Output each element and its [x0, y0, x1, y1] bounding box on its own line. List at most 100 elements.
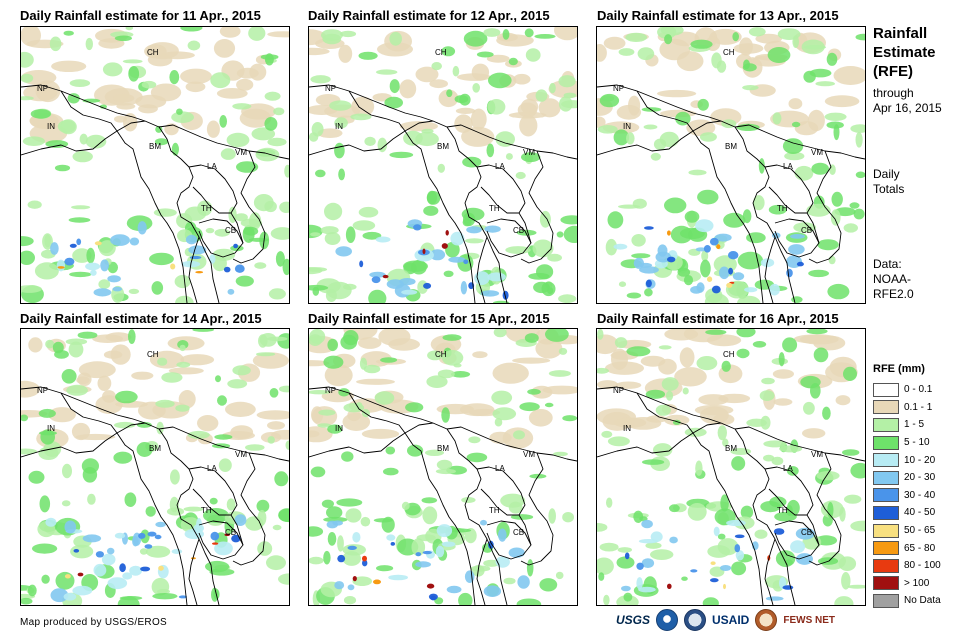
rainfall-map-2: CH NP IN BM LA VM TH CB	[308, 26, 578, 304]
legend-label: 0.1 - 1	[904, 401, 933, 413]
legend-swatch	[873, 417, 899, 432]
panel-title-3: Daily Rainfall estimate for 13 Apr., 201…	[597, 8, 839, 23]
legend-swatch	[873, 488, 899, 503]
legend-item: No Data	[873, 592, 963, 610]
legend-swatch	[873, 382, 899, 397]
rainfall-map-3: CH NP IN BM LA VM TH CB	[596, 26, 866, 304]
country-label: VM	[235, 450, 247, 459]
data-line: Data:	[873, 257, 902, 271]
legend-swatch	[873, 593, 899, 608]
country-label: TH	[489, 506, 500, 515]
legend-swatch	[873, 558, 899, 573]
country-label: TH	[201, 506, 212, 515]
country-label: VM	[235, 148, 247, 157]
through-line: Apr 16, 2015	[873, 101, 942, 115]
legend-item: > 100	[873, 575, 963, 593]
legend-swatch	[873, 541, 899, 556]
map-series-title: Rainfall Estimate (RFE)	[873, 24, 963, 81]
rainfall-map-graphic: CH NP IN BM LA VM TH CB	[597, 329, 865, 605]
legend-swatch	[873, 576, 899, 591]
country-label: CH	[147, 48, 159, 57]
country-label: VM	[811, 148, 823, 157]
rainfall-map-graphic: CH NP IN BM LA VM TH CB	[21, 27, 289, 303]
country-label: BM	[149, 142, 161, 151]
country-label: BM	[149, 444, 161, 453]
legend-label: 30 - 40	[904, 489, 936, 501]
country-label: CH	[723, 48, 735, 57]
rainfall-map-graphic: CH NP IN BM LA VM TH CB	[309, 27, 577, 303]
country-label: CH	[723, 350, 735, 359]
daily-line: Daily	[873, 167, 900, 181]
country-label: TH	[489, 204, 500, 213]
panel-title-4: Daily Rainfall estimate for 14 Apr., 201…	[20, 311, 262, 326]
rainfall-map-5: CH NP IN BM LA VM TH CB	[308, 328, 578, 606]
noaa-logo	[656, 609, 679, 631]
legend-item: 50 - 65	[873, 522, 963, 540]
legend-item: 20 - 30	[873, 469, 963, 487]
fews-net-logo: FEWS NET	[783, 614, 836, 626]
country-label: TH	[201, 204, 212, 213]
legend-item: 0 - 0.1	[873, 381, 963, 399]
legend-label: 1 - 5	[904, 419, 925, 431]
rainfall-map-6: CH NP IN BM LA VM TH CB	[596, 328, 866, 606]
legend-swatch	[873, 505, 899, 520]
legend-item: 40 - 50	[873, 504, 963, 522]
panel-title-6: Daily Rainfall estimate for 16 Apr., 201…	[597, 311, 839, 326]
legend-swatch	[873, 435, 899, 450]
through-line: through	[873, 86, 914, 100]
legend-item: 80 - 100	[873, 557, 963, 575]
country-label: IN	[47, 122, 55, 131]
country-label: VM	[523, 450, 535, 459]
legend: 0 - 0.1 0.1 - 1 1 - 5 5 - 10 10 - 20 20 - 30 3…	[873, 381, 963, 610]
rainfall-map-graphic: CH NP IN BM LA VM TH CB	[309, 329, 577, 605]
country-label: IN	[335, 424, 343, 433]
country-label: IN	[623, 122, 631, 131]
through-date: through Apr 16, 2015	[873, 86, 963, 116]
country-label: BM	[725, 444, 737, 453]
data-line: RFE2.0	[873, 287, 914, 301]
usaid-logo: USAID	[712, 613, 750, 627]
rainfall-map-4: CH NP IN BM LA VM TH CB	[20, 328, 290, 606]
country-label: NP	[325, 84, 336, 93]
legend-swatch	[873, 453, 899, 468]
legend-swatch	[873, 400, 899, 415]
rainfall-map-graphic: CH NP IN BM LA VM TH CB	[21, 329, 289, 605]
legend-label: 50 - 65	[904, 525, 936, 537]
legend-label: No Data	[904, 595, 941, 607]
legend-label: 20 - 30	[904, 472, 936, 484]
legend-label: 10 - 20	[904, 454, 936, 466]
rainfall-map-graphic: CH NP IN BM LA VM TH CB	[597, 27, 865, 303]
legend-label: 65 - 80	[904, 542, 936, 554]
country-label: CB	[801, 226, 812, 235]
data-line: NOAA-	[873, 272, 912, 286]
legend-item: 30 - 40	[873, 487, 963, 505]
legend-label: 40 - 50	[904, 507, 936, 519]
legend-label: 0 - 0.1	[904, 384, 933, 396]
panel-title-5: Daily Rainfall estimate for 15 Apr., 201…	[308, 311, 550, 326]
country-label: BM	[437, 142, 449, 151]
country-label: LA	[783, 464, 793, 473]
country-label: LA	[495, 162, 505, 171]
title-line: Rainfall	[873, 25, 928, 42]
country-label: NP	[613, 84, 624, 93]
country-label: VM	[811, 450, 823, 459]
country-label: LA	[783, 162, 793, 171]
country-label: CB	[225, 528, 236, 537]
country-label: CH	[435, 48, 447, 57]
legend-title: RFE (mm)	[873, 363, 925, 375]
daily-line: Totals	[873, 182, 905, 196]
data-source-note: Data: NOAA- RFE2.0	[873, 257, 914, 302]
country-label: CH	[147, 350, 159, 359]
legend-label: > 100	[904, 577, 930, 589]
legend-item: 65 - 80	[873, 539, 963, 557]
panel-title-2: Daily Rainfall estimate for 12 Apr., 201…	[308, 8, 550, 23]
usgs-logo: USGS	[616, 613, 651, 627]
legend-item: 5 - 10	[873, 434, 963, 452]
country-label: BM	[725, 142, 737, 151]
rainfall-map-1: CH NP IN BM LA VM TH CB	[20, 26, 290, 304]
country-label: CB	[513, 528, 524, 537]
country-label: NP	[325, 386, 336, 395]
country-label: NP	[613, 386, 624, 395]
country-label: TH	[777, 204, 788, 213]
country-label: CB	[801, 528, 812, 537]
